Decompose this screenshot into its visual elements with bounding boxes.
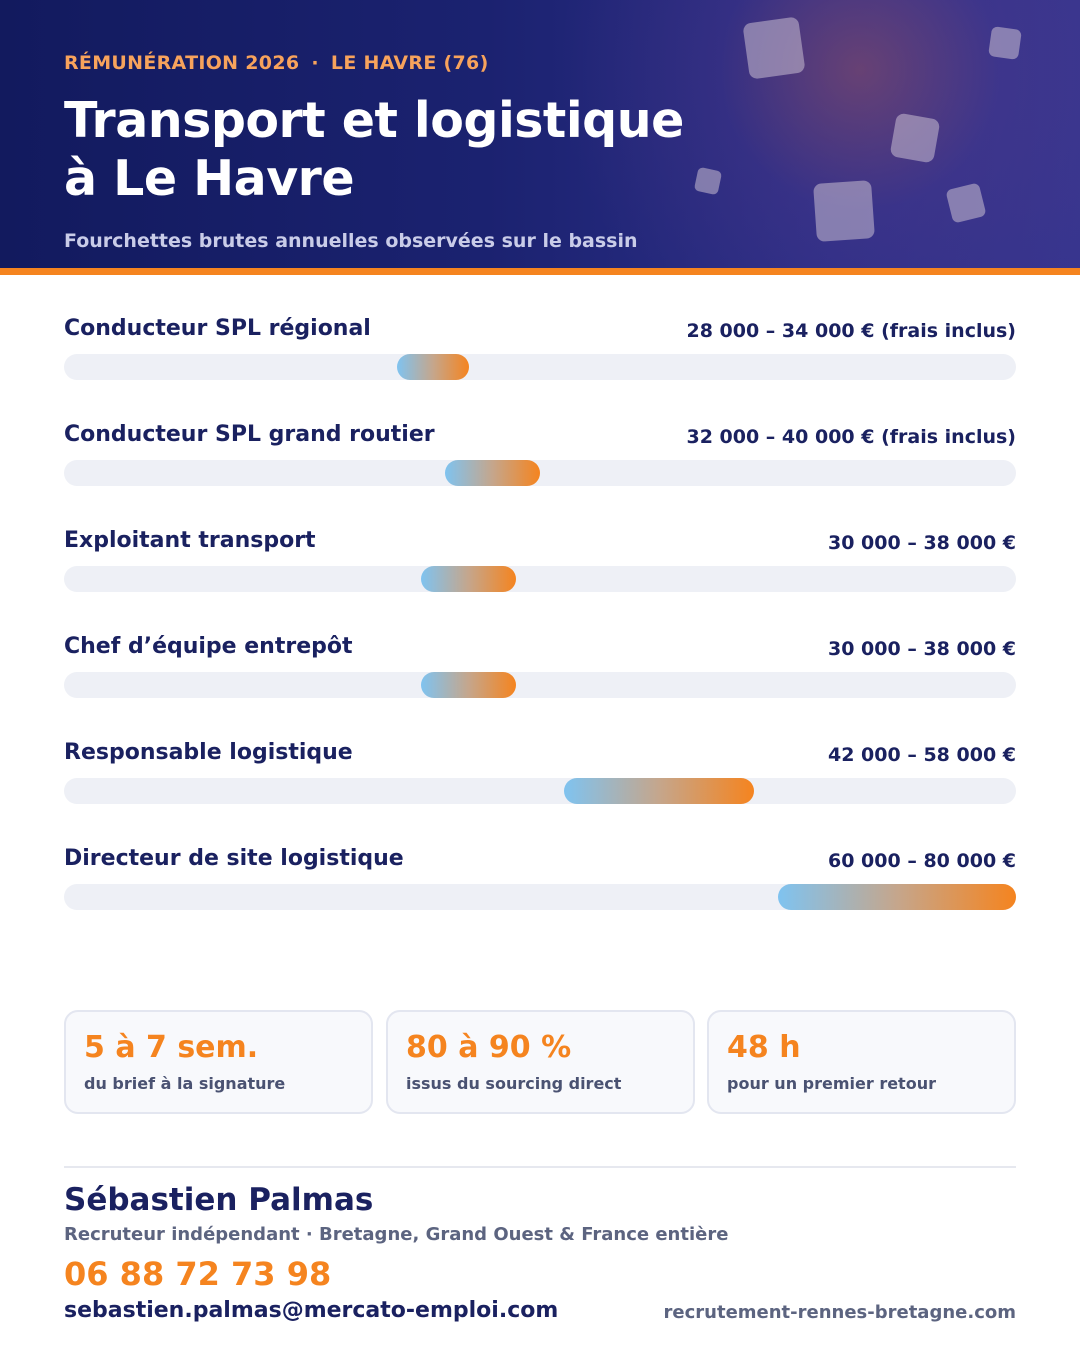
salary-row: Responsable logistique 42 000 – 58 000 €	[64, 740, 1016, 846]
header-accent-bar	[0, 268, 1080, 275]
footer-divider	[64, 1166, 1016, 1168]
eyebrow-location: LE HAVRE (76)	[330, 52, 489, 74]
stat-value: 48 h	[727, 1030, 801, 1065]
range-bar	[421, 566, 517, 592]
decorative-square	[889, 112, 941, 164]
salary-range: 42 000 – 58 000 €	[828, 744, 1016, 766]
range-bar	[397, 354, 469, 380]
salary-row: Conducteur SPL régional 28 000 – 34 000 …	[64, 316, 1016, 422]
stat-value: 5 à 7 sem.	[84, 1030, 259, 1065]
job-title: Chef d’équipe entrepôt	[64, 634, 353, 659]
job-title: Responsable logistique	[64, 740, 353, 765]
stat-value: 80 à 90 %	[406, 1030, 572, 1065]
title-line-2: à Le Havre	[64, 150, 355, 207]
salary-row: Chef d’équipe entrepôt 30 000 – 38 000 €	[64, 634, 1016, 740]
stat-card: 5 à 7 sem. du brief à la signature	[64, 1010, 373, 1114]
header-banner: RÉMUNÉRATION 2026 · LE HAVRE (76) Transpor…	[0, 0, 1080, 268]
range-bar	[421, 672, 517, 698]
decorative-square	[945, 182, 987, 224]
range-bar	[563, 778, 755, 804]
job-title: Directeur de site logistique	[64, 846, 404, 871]
key-figures: 5 à 7 sem. du brief à la signature 80 à …	[64, 1010, 1016, 1114]
decorative-square	[742, 16, 806, 80]
range-track	[64, 566, 1016, 592]
job-title: Conducteur SPL régional	[64, 316, 371, 341]
eyebrow: RÉMUNÉRATION 2026 · LE HAVRE (76)	[64, 52, 489, 74]
contact-website[interactable]: recrutement-rennes-bretagne.com	[663, 1302, 1016, 1323]
eyebrow-separator: ·	[311, 52, 319, 74]
decorative-square	[988, 26, 1022, 60]
stat-card: 48 h pour un premier retour	[707, 1010, 1016, 1114]
decorative-square	[813, 180, 875, 242]
contact-email[interactable]: sebastien.palmas@mercato-emploi.com	[64, 1298, 559, 1323]
page-title: Transport et logistique à Le Havre	[64, 92, 744, 208]
salary-range: 28 000 – 34 000 € (frais inclus)	[686, 320, 1016, 342]
range-track	[64, 884, 1016, 910]
stat-label: du brief à la signature	[84, 1074, 286, 1093]
stat-card: 80 à 90 % issus du sourcing direct	[386, 1010, 695, 1114]
salary-range: 60 000 – 80 000 €	[828, 850, 1016, 872]
salary-range: 30 000 – 38 000 €	[828, 532, 1016, 554]
salary-row: Exploitant transport 30 000 – 38 000 €	[64, 528, 1016, 634]
stat-label: pour un premier retour	[727, 1074, 936, 1093]
range-track	[64, 460, 1016, 486]
range-track	[64, 778, 1016, 804]
contact-role: Recruteur indépendant · Bretagne, Grand …	[64, 1224, 729, 1245]
salary-ranges: Conducteur SPL régional 28 000 – 34 000 …	[64, 316, 1016, 952]
title-line-1: Transport et logistique	[64, 92, 684, 149]
salary-range: 30 000 – 38 000 €	[828, 638, 1016, 660]
decorative-square	[693, 166, 723, 196]
job-title: Conducteur SPL grand routier	[64, 422, 435, 447]
job-title: Exploitant transport	[64, 528, 316, 553]
range-bar	[778, 884, 1016, 910]
salary-row: Directeur de site logistique 60 000 – 80…	[64, 846, 1016, 952]
salary-row: Conducteur SPL grand routier 32 000 – 40…	[64, 422, 1016, 528]
range-bar	[444, 460, 540, 486]
contact-name: Sébastien Palmas	[64, 1182, 374, 1218]
contact-phone[interactable]: 06 88 72 73 98	[64, 1255, 332, 1293]
stat-label: issus du sourcing direct	[406, 1074, 622, 1093]
salary-range: 32 000 – 40 000 € (frais inclus)	[686, 426, 1016, 448]
eyebrow-topic: RÉMUNÉRATION 2026	[64, 52, 300, 74]
page-subtitle: Fourchettes brutes annuelles observées s…	[64, 230, 638, 252]
range-track	[64, 354, 1016, 380]
range-track	[64, 672, 1016, 698]
